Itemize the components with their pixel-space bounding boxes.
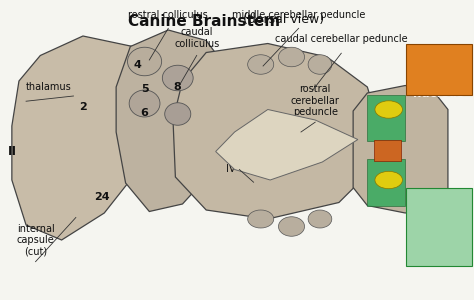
Ellipse shape	[129, 90, 160, 117]
Polygon shape	[353, 85, 448, 213]
Ellipse shape	[162, 65, 193, 91]
Ellipse shape	[375, 101, 402, 118]
Text: 8: 8	[174, 82, 182, 92]
Ellipse shape	[308, 55, 332, 74]
Text: 4: 4	[134, 59, 141, 70]
Text: IV ventricle: IV ventricle	[226, 164, 281, 173]
Text: Canine Brainstem: Canine Brainstem	[128, 14, 280, 28]
Text: internal
capsule
(cut): internal capsule (cut)	[17, 224, 55, 257]
Text: rostral colliculus: rostral colliculus	[128, 10, 208, 20]
Polygon shape	[367, 94, 405, 141]
Text: 6: 6	[141, 107, 148, 118]
Text: caudal cerebellar peduncle: caudal cerebellar peduncle	[275, 34, 408, 44]
Ellipse shape	[308, 210, 332, 228]
Text: gracilis: gracilis	[415, 68, 463, 80]
Text: nucleus: nucleus	[415, 223, 463, 233]
Text: M.N.: M.N.	[430, 206, 447, 215]
Text: thalamus: thalamus	[26, 82, 72, 92]
Text: medial: medial	[418, 258, 460, 268]
Polygon shape	[374, 140, 401, 160]
Text: caudal
colliculus: caudal colliculus	[174, 27, 219, 49]
Polygon shape	[367, 159, 405, 206]
Ellipse shape	[248, 210, 274, 228]
FancyBboxPatch shape	[406, 188, 472, 266]
Text: 5: 5	[141, 83, 148, 94]
Polygon shape	[116, 30, 225, 212]
Text: rostral
cerebellar
peduncle: rostral cerebellar peduncle	[291, 84, 340, 117]
Polygon shape	[216, 110, 358, 180]
Ellipse shape	[278, 47, 304, 67]
Text: II: II	[9, 145, 17, 158]
Ellipse shape	[375, 171, 402, 189]
FancyBboxPatch shape	[406, 44, 472, 95]
Polygon shape	[12, 36, 152, 240]
Text: (dorsal view): (dorsal view)	[239, 14, 325, 26]
Text: 2: 2	[79, 101, 87, 112]
Text: 24: 24	[94, 191, 109, 202]
Ellipse shape	[278, 217, 304, 236]
Ellipse shape	[165, 103, 191, 125]
Ellipse shape	[128, 47, 162, 76]
Ellipse shape	[248, 55, 274, 74]
Text: cuneate: cuneate	[414, 241, 464, 250]
Text: nucleus: nucleus	[413, 87, 464, 100]
Text: middle cerebellar peduncle: middle cerebellar peduncle	[232, 10, 365, 20]
Polygon shape	[173, 44, 379, 219]
